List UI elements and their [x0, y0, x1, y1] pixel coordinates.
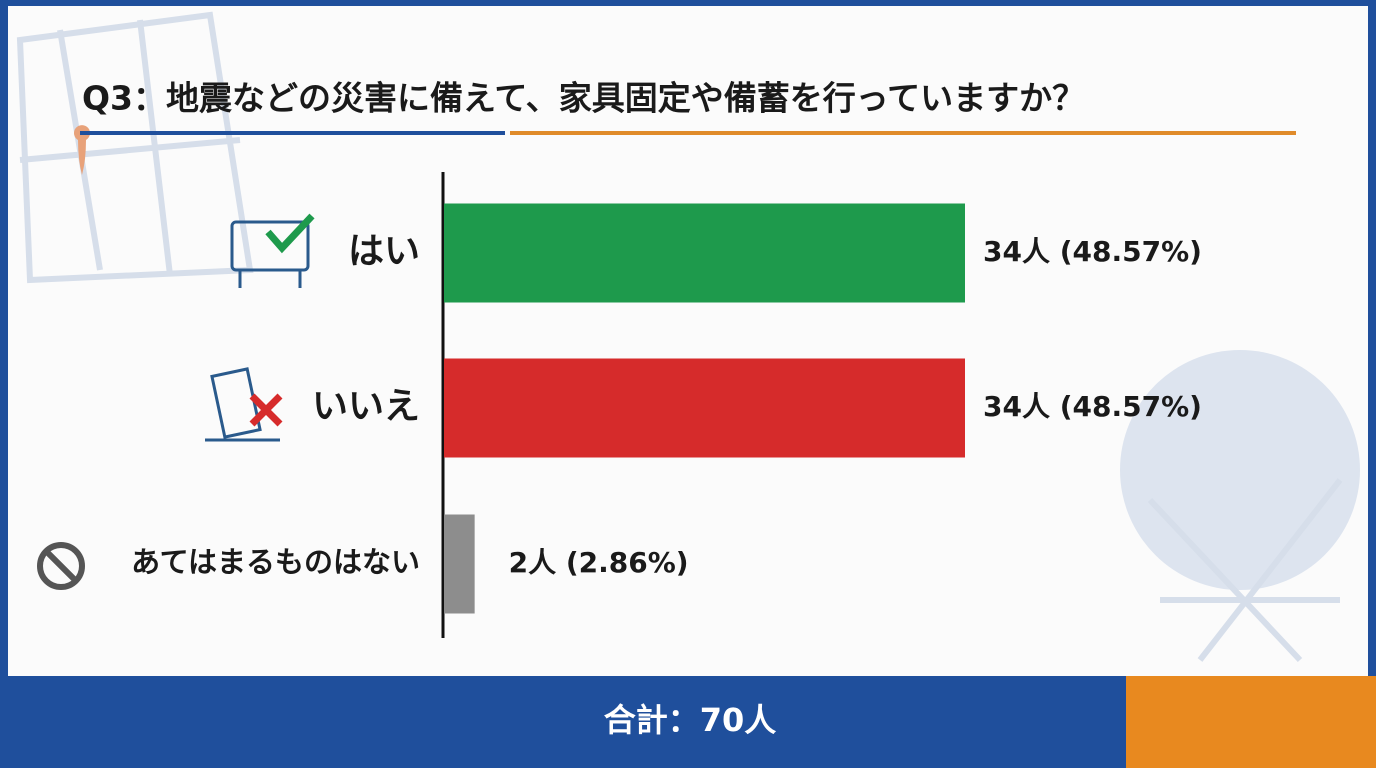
footer-accent: [1126, 676, 1376, 768]
category-label: あてはまるものはない: [131, 545, 420, 579]
bar: [444, 514, 475, 614]
pin-icon: [74, 125, 90, 175]
footer-bar: [0, 676, 1126, 768]
fallen-furniture-icon: [205, 367, 283, 442]
sofa-icon: [230, 213, 315, 288]
bar: [444, 358, 965, 458]
prohibited-icon: [37, 542, 85, 590]
value-label: 34人 (48.57%): [983, 235, 1202, 268]
chart-title: Q3：地震などの災害に備えて、家具固定や備蓄を行っていますか？: [82, 79, 1085, 118]
bar: [444, 203, 965, 303]
value-label: 34人 (48.57%): [983, 390, 1202, 423]
value-label: 2人 (2.86%): [509, 546, 689, 579]
panel: [8, 6, 1368, 676]
total-label: 合計：70人: [604, 701, 777, 739]
category-label: はい: [348, 231, 420, 272]
category-label: いいえ: [312, 386, 420, 427]
